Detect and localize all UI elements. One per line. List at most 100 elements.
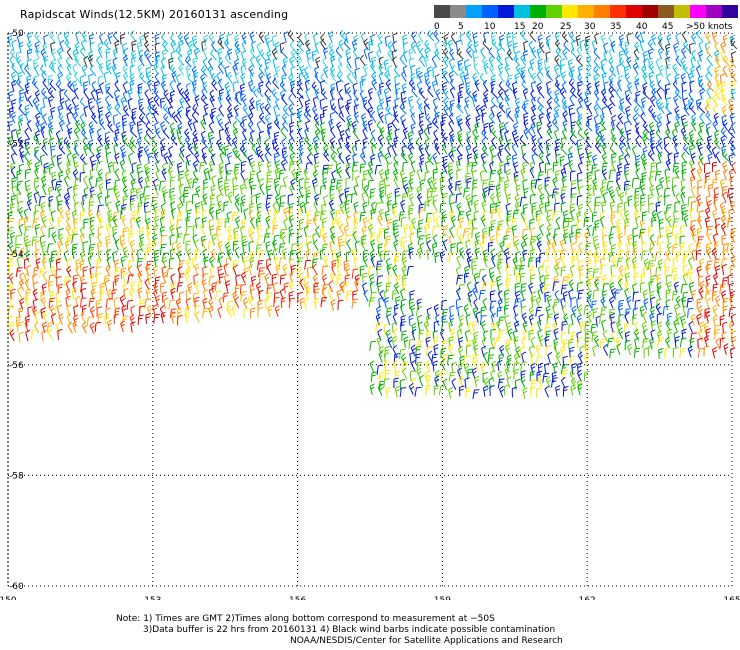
wind-barb: [535, 344, 541, 357]
wind-barb: [313, 184, 319, 197]
wind-barb: [491, 38, 499, 50]
wind-barb: [50, 266, 56, 279]
wind-barb: [47, 95, 53, 108]
wind-barb: [656, 87, 662, 100]
wind-barb: [466, 256, 472, 268]
wind-barb: [522, 161, 528, 173]
wind-barb: [449, 201, 456, 214]
wind-barb: [122, 227, 129, 238]
wind-barb: [224, 185, 230, 197]
wind-barb: [504, 297, 510, 310]
wind-barb: [624, 163, 630, 175]
wind-barb: [442, 55, 449, 68]
wind-barb: [537, 183, 543, 196]
wind-barb: [490, 193, 496, 205]
wind-barb: [248, 103, 254, 116]
wind-barb: [63, 89, 71, 101]
wind-barb: [720, 41, 726, 54]
wind-barb: [352, 82, 358, 95]
wind-barb: [521, 79, 529, 92]
wind-barb: [378, 56, 384, 69]
wind-barb: [673, 94, 679, 107]
wind-barb: [233, 168, 239, 181]
wind-barb: [659, 227, 665, 239]
wind-barb: [587, 224, 593, 237]
wind-barb: [7, 315, 14, 326]
wind-barb: [105, 59, 112, 71]
wind-barb: [610, 211, 617, 222]
wind-barb: [112, 57, 118, 69]
wind-barb: [218, 88, 225, 100]
wind-barb: [267, 209, 273, 221]
wind-barb: [618, 50, 625, 62]
wind-barb: [498, 316, 506, 327]
wind-barb: [59, 39, 65, 52]
wind-barb: [530, 122, 536, 135]
wind-barb: [274, 65, 280, 78]
wind-barb: [427, 29, 435, 42]
wind-barb: [383, 296, 390, 309]
wind-barb: [137, 201, 144, 213]
wind-barb: [537, 127, 543, 139]
wind-barb: [299, 65, 305, 77]
wind-barb: [394, 75, 400, 87]
wind-barb: [706, 54, 714, 66]
wind-barb: [264, 33, 270, 46]
wind-barb: [729, 347, 736, 359]
wind-barbs: [6, 29, 738, 399]
wind-barb: [32, 58, 39, 70]
wind-barb: [338, 110, 346, 123]
wind-barb: [703, 162, 710, 174]
note-line-3: NOAA/NESDIS/Center for Satellite Applica…: [290, 636, 563, 646]
wind-barb: [595, 135, 602, 147]
wind-barb: [386, 162, 393, 174]
wind-barb: [472, 179, 478, 191]
wind-barb: [217, 78, 224, 91]
wind-barb: [386, 263, 392, 276]
wind-barb: [202, 113, 209, 125]
wind-barb: [35, 120, 41, 133]
wind-barb: [337, 299, 344, 311]
wind-barb: [546, 80, 552, 93]
wind-barb: [609, 80, 617, 92]
wind-barb: [24, 127, 30, 140]
wind-barb: [714, 265, 721, 277]
wind-barb: [314, 193, 320, 206]
wind-barb: [18, 223, 24, 236]
wind-barb: [58, 112, 66, 124]
wind-barb: [169, 64, 177, 76]
wind-barb: [683, 214, 689, 227]
wind-barb: [482, 371, 488, 383]
wind-barb: [680, 315, 686, 327]
wind-barb: [722, 119, 729, 131]
wind-barb: [234, 246, 240, 259]
wind-barb: [667, 312, 673, 324]
wind-barb: [383, 378, 390, 389]
wind-barb: [88, 248, 95, 260]
wind-barb: [378, 227, 385, 239]
wind-barb: [448, 104, 454, 117]
wind-barb: [520, 361, 528, 372]
wind-barb: [24, 111, 30, 123]
wind-barb: [289, 271, 295, 283]
wind-barb: [712, 31, 718, 44]
wind-barb: [248, 263, 254, 276]
wind-barb: [586, 82, 592, 95]
wind-barb: [8, 90, 14, 103]
wind-barb: [642, 311, 648, 323]
wind-barb: [463, 304, 469, 316]
wind-barb: [674, 166, 680, 179]
wind-barb: [722, 150, 730, 162]
wind-barb: [113, 48, 119, 60]
wind-barb: [554, 54, 560, 67]
wind-barb: [507, 328, 513, 341]
wind-barb: [545, 138, 551, 151]
wind-barb: [298, 72, 304, 84]
longitude-label: 156: [289, 596, 306, 600]
wind-barb: [143, 31, 149, 44]
wind-barb: [41, 282, 47, 295]
wind-speed-legend: 0 5 10 15 20 25 30 35 40 45 >50 knots: [434, 4, 740, 34]
wind-barb: [458, 233, 464, 246]
wind-barb: [528, 40, 534, 53]
wind-barb: [73, 127, 80, 139]
